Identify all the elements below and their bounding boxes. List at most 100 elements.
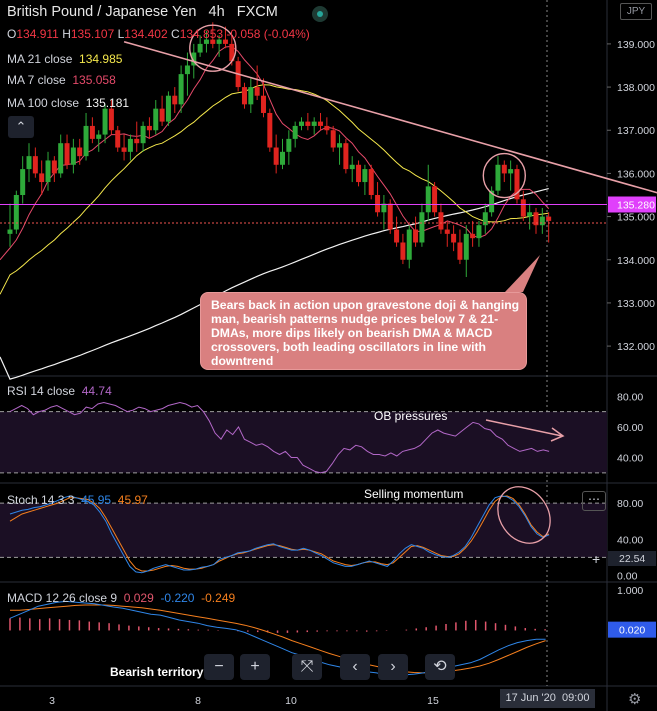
ma7-value: 135.058 (72, 73, 116, 87)
candle-body (70, 147, 76, 165)
candle (32, 147, 38, 178)
candle (375, 182, 381, 217)
scroll-right-button[interactable]: › (378, 654, 408, 680)
candle-body (64, 143, 70, 165)
high-value: 135.107 (70, 27, 115, 41)
gear-icon[interactable]: ⚙ (628, 691, 642, 708)
candle (108, 100, 114, 135)
candle-body (159, 108, 165, 122)
candle-body (197, 43, 203, 53)
candle (286, 130, 292, 165)
candle-body (121, 147, 127, 152)
candle-body (32, 156, 38, 174)
rsi-legend[interactable]: RSI 14 close 44.74 (7, 384, 112, 398)
macd-legend[interactable]: MACD 12 26 close 9 0.029 -0.220 -0.249 (7, 591, 236, 605)
candle (197, 35, 203, 57)
rsi-band (0, 411, 607, 473)
candle-body (362, 169, 368, 183)
candle-body (203, 39, 209, 44)
candle (318, 112, 324, 131)
ma7-legend[interactable]: MA 7 close 135.058 (7, 73, 116, 87)
candle (159, 95, 165, 126)
price-tick-label: 137.000 (617, 125, 655, 137)
candle-body (419, 212, 425, 243)
macd-last-badge (608, 621, 656, 638)
collapse-legend-button[interactable]: ⌃ (8, 116, 34, 138)
candle (51, 156, 57, 183)
candle (58, 134, 64, 178)
candle (96, 130, 102, 152)
scroll-left-button[interactable]: ‹ (340, 654, 370, 680)
candle-body (482, 212, 488, 226)
macd-tick-label: 1.000 (617, 585, 643, 597)
candle (438, 203, 444, 234)
zoom-in-button[interactable]: + (240, 654, 270, 680)
time-tick-label: 10 (285, 695, 297, 707)
candle (7, 203, 13, 247)
candle-body (356, 164, 362, 183)
reset-chart-button[interactable]: ⟲ (425, 654, 455, 680)
ma21-legend[interactable]: MA 21 close 134.985 (7, 52, 123, 66)
candle-body (381, 203, 387, 213)
candle-body (273, 147, 279, 165)
add-plus-icon[interactable]: + (592, 551, 601, 567)
plus-icon: + (250, 658, 260, 675)
stoch-legend[interactable]: Stoch 14 3 3 45.95 45.97 (7, 493, 148, 507)
candle (26, 143, 32, 183)
candle (451, 225, 457, 252)
candle (495, 156, 501, 195)
candle (13, 190, 19, 234)
refresh-icon: ⟲ (433, 658, 447, 675)
candle-body (330, 130, 336, 148)
candle (387, 199, 393, 234)
candle-body (305, 121, 311, 126)
candle-body (324, 125, 330, 131)
rsi-tick-label: 80.00 (617, 391, 643, 403)
candle (115, 125, 121, 152)
stoch-tick-label: 0.00 (617, 570, 638, 582)
candle-body (406, 229, 412, 260)
candle (343, 138, 349, 174)
more-options-button[interactable]: ⋯ (582, 491, 606, 511)
candle-body (508, 169, 514, 174)
candle-body (191, 52, 197, 66)
rsi-arrow (485, 419, 565, 442)
candle (476, 220, 482, 247)
candle-body (343, 143, 349, 170)
candle (337, 134, 343, 165)
candle (546, 212, 552, 243)
candle-body (108, 108, 114, 131)
rsi-value: 44.74 (81, 384, 112, 398)
candle-body (39, 173, 45, 183)
candle-body (501, 164, 507, 174)
analysis-annotation[interactable]: Bears back in action upon gravestone doj… (200, 292, 527, 370)
candle (267, 108, 273, 152)
zoom-out-button[interactable]: − (204, 654, 234, 680)
candle (260, 78, 266, 118)
candle-body (153, 108, 159, 131)
candle-body (495, 164, 501, 191)
candle-body (514, 169, 520, 200)
reset-zoom-button[interactable]: ⤧ (292, 654, 322, 680)
macd-hist-value: 0.029 (123, 591, 154, 605)
candle-body (463, 233, 469, 260)
hanging-man-circle (482, 152, 527, 199)
price-tick-label: 134.000 (617, 255, 655, 267)
candle (482, 203, 488, 234)
cursor-time-label: 17 Jun '20 09:00 (500, 689, 595, 708)
candle (539, 207, 545, 234)
candle-body (83, 125, 89, 157)
candle-body (527, 212, 533, 217)
candle-body (337, 143, 343, 148)
interval: 4h (208, 4, 225, 20)
ma100-legend[interactable]: MA 100 close 135.181 (7, 96, 130, 110)
low-value: 134.402 (124, 27, 168, 41)
candle (178, 65, 184, 113)
ellipsis-icon: ⋯ (588, 492, 600, 506)
ma100-value: 135.181 (85, 96, 130, 110)
currency-badge[interactable]: JPY (620, 3, 652, 20)
candle-body (318, 121, 324, 126)
candle-body (241, 87, 247, 105)
macd-line (9, 600, 546, 677)
